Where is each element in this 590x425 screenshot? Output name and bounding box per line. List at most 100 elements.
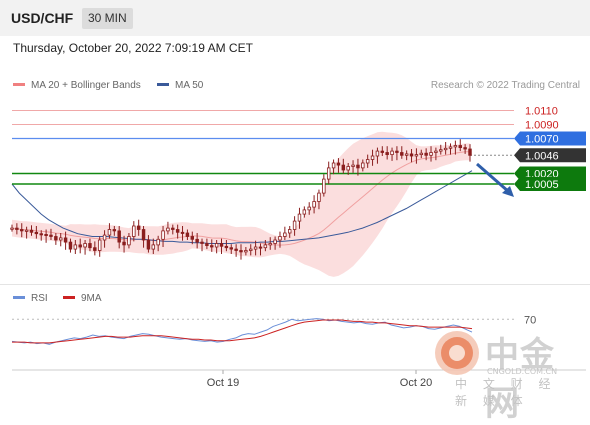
x-tick-label: Oct 20 xyxy=(400,377,432,389)
candle-body xyxy=(205,243,209,246)
candle-body xyxy=(29,229,34,233)
candle-body xyxy=(249,248,253,251)
candle-body xyxy=(24,229,29,232)
candle-body xyxy=(136,225,141,230)
ma50-label: MA 50 xyxy=(175,80,204,91)
candle-body xyxy=(463,147,467,150)
candle-body xyxy=(224,245,229,249)
candle-body xyxy=(54,236,58,241)
candle-body xyxy=(429,152,433,156)
ma-bollinger-swatch xyxy=(13,82,25,86)
candle-body xyxy=(356,164,360,169)
candle-body xyxy=(434,150,438,153)
timeframe-button[interactable]: 30 MIN xyxy=(82,8,133,29)
candle-body xyxy=(102,234,107,241)
panel-separator xyxy=(0,284,590,285)
candle-body xyxy=(180,231,185,234)
candle-body xyxy=(122,241,126,246)
chart-header: USD/CHF 30 MIN xyxy=(0,0,590,36)
candle-body xyxy=(287,229,292,234)
candle-body xyxy=(253,246,258,250)
candle-body xyxy=(58,237,63,241)
candle-body xyxy=(117,230,121,243)
candle-body xyxy=(93,247,97,251)
candle-body xyxy=(409,153,414,157)
candle-body xyxy=(185,232,190,237)
x-tick-label: Oct 19 xyxy=(207,377,239,389)
legend-ma50: MA 50 xyxy=(157,80,203,91)
watermark-logo-icon xyxy=(435,331,479,375)
ma9-swatch xyxy=(63,295,75,299)
candle-body xyxy=(78,244,82,248)
level-box-3 xyxy=(514,148,586,163)
forecast-arrow-shaft xyxy=(476,162,510,194)
watermark-subtitle: 中 文 财 经 新 媒 体 xyxy=(455,377,557,408)
candle-body xyxy=(400,152,404,156)
rsi-line xyxy=(11,318,473,345)
candle-body xyxy=(263,244,268,249)
candle-body xyxy=(68,241,73,250)
currency-pair: USD/CHF xyxy=(11,10,74,26)
candle-body xyxy=(88,243,92,249)
candle-body xyxy=(166,227,170,232)
candle-body xyxy=(273,239,277,244)
candle-body xyxy=(132,225,136,237)
candle-body xyxy=(210,245,214,248)
candle-body xyxy=(127,236,131,246)
candle-body xyxy=(414,154,419,157)
candle-body xyxy=(419,152,424,155)
candle-body xyxy=(239,250,243,253)
candle-body xyxy=(15,227,19,230)
forecast-arrow-head xyxy=(502,186,514,197)
source-credit: Research © 2022 Trading Central xyxy=(430,80,580,91)
candle-body xyxy=(195,238,199,243)
candle-body xyxy=(49,234,53,237)
candle-body xyxy=(10,227,14,230)
candle-body xyxy=(258,246,263,249)
candle-body xyxy=(190,236,195,240)
candle-body xyxy=(351,164,355,167)
candle-body xyxy=(361,162,365,169)
watermark-url: CNGOLD.COM.CN xyxy=(487,367,558,376)
candle-body xyxy=(322,178,326,194)
candle-body xyxy=(214,243,219,248)
candle-body xyxy=(73,244,78,250)
candle-body xyxy=(292,220,297,230)
level-label-1: 1.0090 xyxy=(525,120,559,132)
candle-body xyxy=(146,239,151,250)
candle-body xyxy=(278,236,282,241)
watermark-logo: 中金网 CNGOLD.COM.CN 中 文 财 经 新 媒 体 xyxy=(433,327,583,424)
candle-body xyxy=(302,209,307,215)
candle-body xyxy=(404,153,409,156)
ma50-line xyxy=(11,170,473,244)
ma-bollinger-label: MA 20 + Bollinger Bands xyxy=(31,80,141,91)
candle-body xyxy=(312,201,316,208)
candle-body xyxy=(39,233,43,236)
candle-body xyxy=(175,229,180,233)
level-label-0: 1.0110 xyxy=(525,106,558,118)
candle-body xyxy=(161,230,165,240)
candle-body xyxy=(234,248,238,251)
level-label-5: 1.0005 xyxy=(525,179,559,191)
ma20-line xyxy=(11,151,470,246)
rsi-swatch xyxy=(13,295,25,299)
candle-body xyxy=(385,152,389,155)
candle-body xyxy=(200,241,204,244)
candle-body xyxy=(151,244,156,250)
candle-body xyxy=(326,167,331,180)
candle-body xyxy=(458,145,462,148)
level-label-2: 1.0070 xyxy=(525,134,559,146)
candle-body xyxy=(97,239,102,251)
candle-body xyxy=(395,150,399,153)
candle-body xyxy=(346,166,350,171)
candle-body xyxy=(83,243,87,248)
candle-body xyxy=(365,159,370,164)
candle-body xyxy=(229,247,233,250)
candle-body xyxy=(297,213,302,222)
candle-body xyxy=(34,231,39,235)
candle-body xyxy=(268,243,272,246)
candle-body xyxy=(283,232,287,237)
candle-body xyxy=(63,237,68,243)
candle-body xyxy=(156,238,160,246)
candle-body xyxy=(44,233,48,236)
